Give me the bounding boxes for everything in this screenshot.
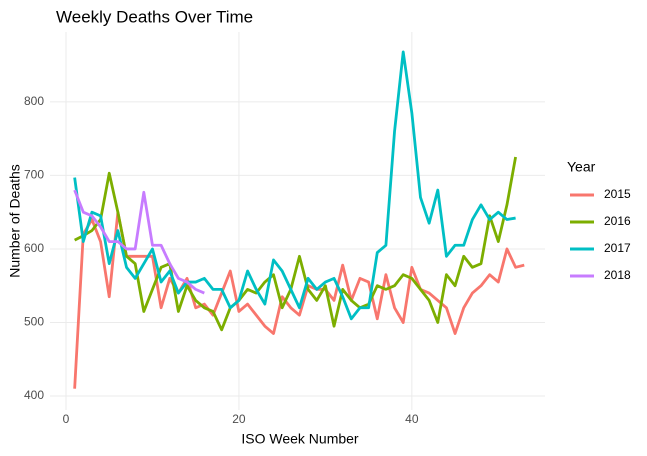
x-axis-label: ISO Week Number	[241, 431, 359, 447]
y-axis-label: Number of Deaths	[7, 164, 23, 278]
series-line	[73, 189, 205, 295]
y-tick-label: 800	[24, 94, 44, 108]
x-tick-label: 0	[63, 412, 70, 426]
legend-label: 2015	[604, 187, 631, 201]
y-tick-label: 700	[24, 168, 44, 182]
series-line	[73, 50, 516, 321]
y-tick-label: 500	[24, 315, 44, 329]
x-tick-label: 40	[405, 412, 419, 426]
chart-title: Weekly Deaths Over Time	[56, 7, 253, 26]
legend-label: 2017	[604, 241, 631, 255]
x-tick-label: 20	[232, 412, 246, 426]
legend-label: 2016	[604, 214, 631, 228]
legend-title: Year	[567, 159, 596, 175]
y-tick-label: 400	[24, 388, 44, 402]
series-line	[74, 156, 517, 332]
legend-label: 2018	[604, 268, 631, 282]
y-tick-label: 600	[24, 241, 44, 255]
